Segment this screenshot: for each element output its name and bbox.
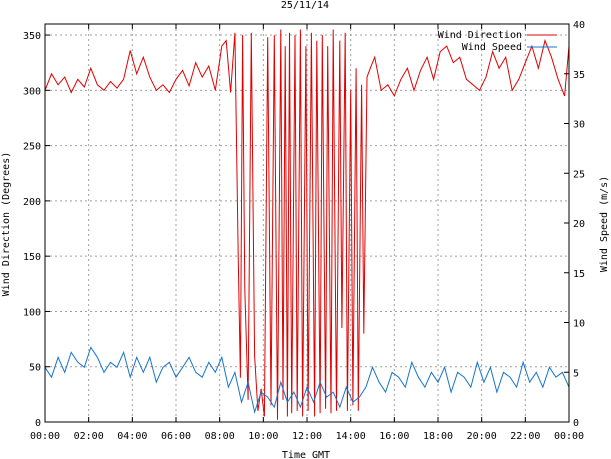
y-axis-right-label: Wind Speed (m/s) [599, 176, 610, 272]
x-tick-label: 20:00 [467, 431, 497, 442]
y-right-tick-label: 15 [573, 269, 585, 280]
chart-title: 25/11/14 [281, 0, 329, 11]
y-right-tick-label: 5 [573, 368, 579, 379]
y-left-tick-label: 300 [23, 86, 41, 97]
y-right-tick-label: 10 [573, 319, 585, 330]
x-tick-label: 04:00 [117, 431, 147, 442]
x-tick-label: 08:00 [205, 431, 235, 442]
y-left-tick-label: 0 [35, 418, 41, 429]
x-tick-label: 18:00 [423, 431, 453, 442]
series-line-wind-speed [44, 346, 570, 415]
x-tick-label: 14:00 [336, 431, 366, 442]
y-right-tick-label: 0 [573, 418, 579, 429]
y-right-tick-label: 35 [573, 70, 585, 81]
y-left-tick-label: 100 [23, 307, 41, 318]
plot-border [44, 23, 570, 423]
legend: Wind Direction Wind Speed [438, 30, 557, 53]
x-tick-label: 16:00 [379, 431, 409, 442]
series-layer [44, 29, 570, 420]
y-left-tick-label: 50 [29, 363, 41, 374]
legend-label-direction: Wind Direction [438, 30, 522, 41]
y-right-tick-label: 25 [573, 169, 585, 180]
y-left-tick-label: 200 [23, 197, 41, 208]
x-axis-label: Time GMT [282, 450, 330, 459]
axes [44, 23, 570, 423]
series-line-wind-direction [44, 29, 570, 420]
y-axis-left-label: Wind Direction (Degrees) [1, 152, 12, 297]
x-tick-label: 02:00 [74, 431, 104, 442]
x-tick-label: 12:00 [292, 431, 322, 442]
y-right-tick-label: 40 [573, 20, 585, 31]
y-right-tick-label: 30 [573, 120, 585, 131]
y-left-tick-label: 150 [23, 252, 41, 263]
x-tick-label: 00:00 [30, 431, 60, 442]
x-tick-label: 06:00 [161, 431, 191, 442]
legend-label-speed: Wind Speed [462, 42, 522, 53]
x-tick-label: 00:00 [554, 431, 584, 442]
x-tick-label: 22:00 [510, 431, 540, 442]
x-tick-label: 10:00 [248, 431, 278, 442]
y-left-tick-label: 250 [23, 142, 41, 153]
y-right-tick-label: 20 [573, 219, 585, 230]
y-left-tick-label: 350 [23, 31, 41, 42]
